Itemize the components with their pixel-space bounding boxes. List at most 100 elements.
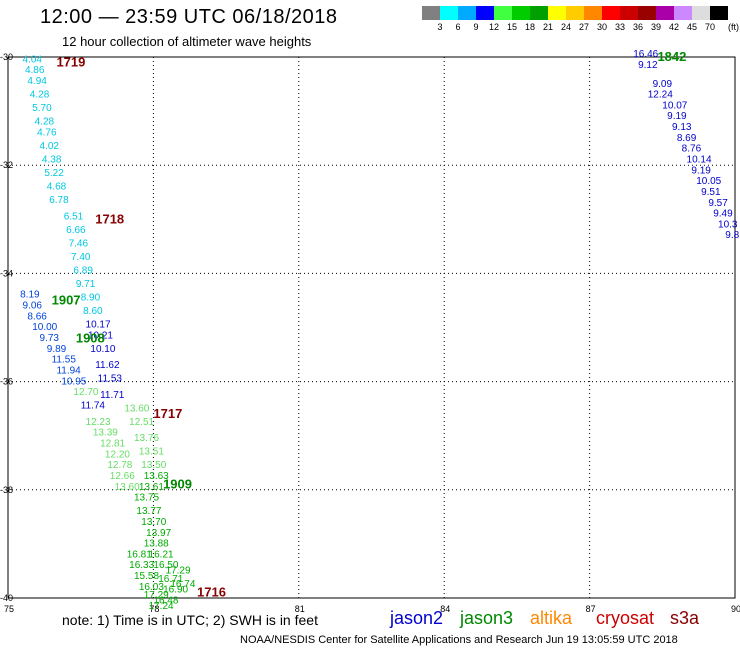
swh-value: 6.51 (64, 211, 84, 222)
pass-label: 1908 (76, 330, 105, 345)
swh-value: 8.69 (677, 133, 697, 144)
swh-value: 4.76 (37, 127, 57, 138)
color-swatch (440, 6, 458, 20)
swh-value: 16.21 (149, 549, 174, 560)
swh-value: 13.51 (139, 447, 164, 458)
swh-value: 11.94 (56, 365, 81, 376)
color-scale-label: 42 (668, 22, 680, 32)
color-scale-label: 24 (560, 22, 572, 32)
legend-altika: altika (530, 608, 573, 628)
x-tick-label: 81 (295, 604, 305, 614)
swh-value: 4.38 (42, 154, 62, 165)
color-scale-label: 45 (686, 22, 698, 32)
legend-cryosat: cryosat (596, 608, 655, 628)
legend-s3a: s3a (670, 608, 700, 628)
color-scale-label: 27 (578, 22, 590, 32)
swh-value: 7.46 (69, 238, 89, 249)
swh-value: 13.39 (93, 428, 118, 439)
swh-value: 13.70 (141, 517, 166, 528)
color-swatch (584, 6, 602, 20)
pass-label: 1907 (52, 292, 81, 307)
x-tick-label: 84 (440, 604, 450, 614)
color-scale-label: 6 (455, 22, 461, 32)
swh-value: 10.10 (90, 344, 115, 355)
swh-value: 16.74 (170, 579, 195, 590)
swh-value: 16.50 (153, 560, 178, 571)
pass-label: 1718 (95, 211, 124, 226)
color-swatch (602, 6, 620, 20)
color-scale-label: 15 (506, 22, 518, 32)
x-tick-label: 75 (4, 604, 14, 614)
color-swatch (530, 6, 548, 20)
swh-value: 4.02 (40, 141, 60, 152)
swh-value: 11.71 (100, 390, 125, 401)
color-scale-label: 36 (632, 22, 644, 32)
swh-value: 9.57 (708, 198, 728, 209)
swh-value: 5.70 (32, 103, 52, 114)
swh-value: 6.89 (73, 265, 93, 276)
swh-value: 4.04 (23, 54, 43, 65)
color-swatch (476, 6, 494, 20)
swh-value: 17.24 (149, 601, 174, 612)
color-scale-label: 30 (596, 22, 608, 32)
pass-label: 1909 (163, 476, 192, 491)
swh-value: 10.05 (696, 176, 721, 187)
plot-frame (7, 56, 736, 599)
swh-value: 12.24 (648, 90, 673, 101)
swh-value: 12.23 (86, 417, 111, 428)
color-scale-label: 70 (704, 22, 716, 32)
swh-value: 12.51 (129, 417, 154, 428)
pass-label: 1719 (56, 54, 85, 69)
color-scale-unit: (ft) (728, 22, 739, 32)
swh-value: 9.19 (691, 165, 711, 176)
swh-value: 10.00 (32, 322, 57, 333)
swh-value: 16.33 (129, 560, 154, 571)
swh-value: 13.97 (146, 528, 171, 539)
color-scale-label: 12 (488, 22, 500, 32)
swh-value: 9.09 (653, 79, 673, 90)
swh-value: 8.60 (83, 306, 103, 317)
swh-value: 11.53 (98, 374, 123, 385)
swh-value: 10.07 (662, 100, 687, 111)
swh-value: 9.19 (667, 111, 687, 122)
swh-value: 16.03 (139, 582, 164, 593)
swh-value: 10.14 (687, 154, 712, 165)
color-swatch (548, 6, 566, 20)
swh-value: 4.28 (30, 90, 50, 101)
swh-value: 4.86 (25, 65, 45, 76)
color-scale-label: 33 (614, 22, 626, 32)
swh-value: 4.68 (47, 182, 67, 193)
color-swatch (656, 6, 674, 20)
swh-value: 4.28 (35, 117, 55, 128)
color-scale-label: 9 (473, 22, 479, 32)
swh-value: 4.94 (27, 76, 47, 87)
color-swatch (512, 6, 530, 20)
swh-value: 9.12 (638, 60, 658, 71)
swh-value: 13.60 (124, 403, 149, 414)
color-swatch (422, 6, 440, 20)
color-scale-label: 39 (650, 22, 662, 32)
swh-value: 9.89 (47, 344, 67, 355)
y-tick-label: -40 (0, 593, 13, 603)
pass-label: 1716 (197, 585, 226, 600)
color-scale (422, 6, 728, 20)
swh-value: 5.22 (44, 168, 64, 179)
swh-value: 9.13 (672, 122, 692, 133)
swh-value: 16.90 (163, 585, 188, 596)
swh-value: 10.17 (86, 320, 111, 331)
color-swatch (710, 6, 728, 20)
swh-value: 9.06 (23, 301, 43, 312)
color-scale-label: 3 (437, 22, 443, 32)
color-scale-label: 21 (542, 22, 554, 32)
swh-value: 12.66 (110, 471, 135, 482)
y-tick-label: -38 (0, 485, 13, 495)
swh-value: 9.49 (713, 209, 733, 220)
swh-value: 16.71 (158, 574, 183, 585)
footnote: note: 1) Time is in UTC; 2) SWH is in fe… (62, 612, 318, 628)
swh-value: 8.76 (682, 144, 702, 155)
swh-value: 9.73 (40, 333, 60, 344)
swh-value: 16.48 (153, 595, 178, 606)
color-swatch (458, 6, 476, 20)
swh-value: 7.40 (71, 252, 91, 263)
